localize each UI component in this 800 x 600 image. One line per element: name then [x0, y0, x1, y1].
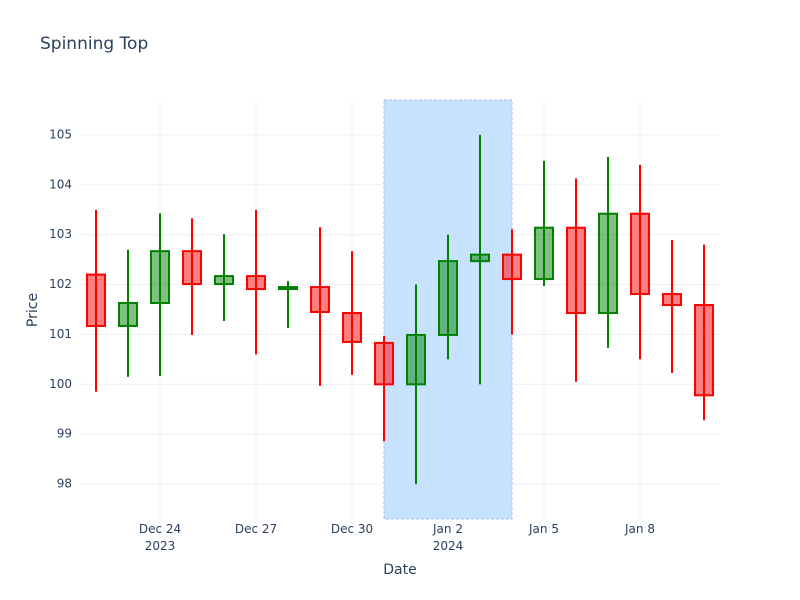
- x-axis-label: Date: [383, 562, 416, 578]
- candle-body: [630, 212, 650, 296]
- x-tick-label: Jan 2 2024: [432, 522, 463, 553]
- y-axis-label: Price: [25, 293, 41, 327]
- candle: [182, 218, 202, 335]
- candle: [534, 160, 554, 287]
- candle-body: [342, 311, 362, 343]
- y-tick-label: 100: [49, 377, 72, 391]
- x-tick-label: Dec 27: [235, 522, 277, 536]
- candle-body: [406, 333, 426, 386]
- candle-body: [502, 253, 522, 281]
- candle-body: [118, 302, 138, 327]
- candle-body: [374, 341, 394, 386]
- x-tick-label: Dec 24 2023: [139, 522, 181, 553]
- y-tick-label: 103: [49, 227, 72, 241]
- y-tick-label: 101: [49, 327, 72, 341]
- y-tick-label: 104: [49, 177, 72, 191]
- y-tick-label: 102: [49, 277, 72, 291]
- candle-body: [310, 286, 330, 313]
- candle: [438, 234, 458, 360]
- x-tick-label: Jan 5: [528, 522, 559, 536]
- y-tick-label: 98: [57, 477, 72, 491]
- candle-body: [150, 250, 170, 305]
- candle: [118, 249, 138, 377]
- candle: [470, 134, 490, 385]
- candle-body: [534, 226, 554, 281]
- candle: [374, 335, 394, 442]
- candle-body: [182, 250, 202, 286]
- candle: [662, 240, 682, 373]
- candle-body: [438, 260, 458, 336]
- x-tick-label: Dec 30: [331, 522, 373, 536]
- candle: [630, 164, 650, 360]
- candle-body: [598, 212, 618, 314]
- candle: [342, 251, 362, 375]
- candle-body: [214, 275, 234, 286]
- candle-body: [278, 286, 298, 291]
- y-tick-label: 99: [57, 427, 72, 441]
- candle: [310, 227, 330, 386]
- candle: [86, 209, 106, 392]
- candle: [406, 284, 426, 485]
- candle: [278, 281, 298, 328]
- candle-body: [246, 275, 266, 291]
- candle-body: [662, 293, 682, 307]
- candle: [566, 178, 586, 382]
- candle-body: [470, 253, 490, 263]
- candle: [694, 244, 714, 421]
- candle-body: [694, 304, 714, 397]
- y-tick-label: 105: [49, 127, 72, 141]
- candle-body: [86, 273, 106, 327]
- candle: [502, 229, 522, 335]
- x-tick-label: Jan 8: [624, 522, 655, 536]
- candle: [150, 213, 170, 376]
- candle: [214, 234, 234, 321]
- candle: [246, 209, 266, 355]
- chart-title: Spinning Top: [40, 34, 148, 54]
- candle: [598, 156, 618, 348]
- candle-body: [566, 226, 586, 314]
